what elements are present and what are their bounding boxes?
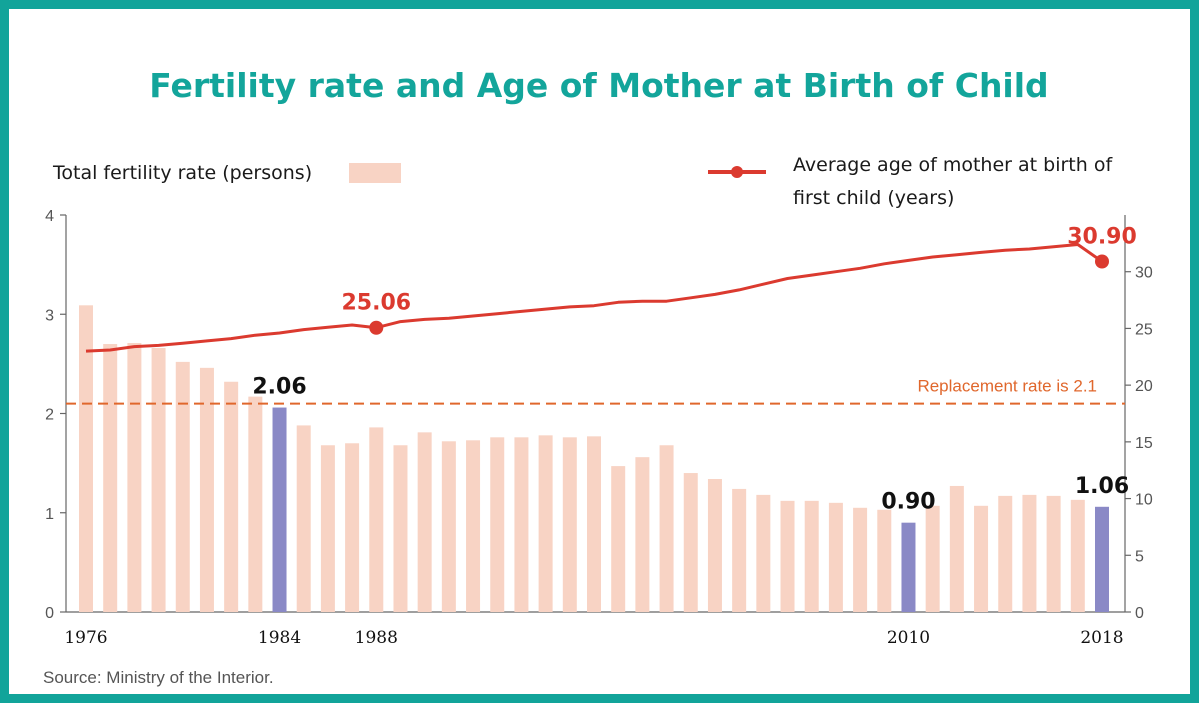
bar xyxy=(1022,494,1037,612)
bar-annotation: 2.06 xyxy=(252,375,306,400)
bar xyxy=(1095,506,1109,612)
bar xyxy=(103,344,118,612)
bar xyxy=(925,505,940,612)
replacement-label: Replacement rate is 2.1 xyxy=(917,377,1097,396)
bar xyxy=(732,488,747,612)
y-right-tick-label: 15 xyxy=(1135,435,1153,452)
bar xyxy=(780,500,795,612)
x-tick-label: 2018 xyxy=(1080,628,1123,648)
x-tick-label: 1984 xyxy=(258,628,301,648)
annotations: 2.06 0.90 1.06 25.06 30.90 xyxy=(252,225,1136,515)
bar xyxy=(538,435,553,612)
y-right-tick-label: 5 xyxy=(1135,548,1144,565)
bar xyxy=(635,457,650,612)
bar xyxy=(417,432,432,612)
bar xyxy=(1070,499,1085,612)
bar xyxy=(949,485,964,612)
bar xyxy=(998,495,1013,612)
y-left-tick-label: 2 xyxy=(45,407,54,424)
bar xyxy=(79,305,93,612)
x-tick-label: 1988 xyxy=(355,628,398,648)
bar xyxy=(466,440,481,612)
y-left-tick-label: 1 xyxy=(45,506,54,523)
bar xyxy=(901,522,916,612)
legend-bar-label: Total fertility rate (persons) xyxy=(52,162,312,184)
bar xyxy=(707,479,722,612)
bar xyxy=(611,466,626,612)
bar xyxy=(393,445,408,612)
bar xyxy=(756,494,771,612)
line-point-marker xyxy=(1095,254,1109,269)
source-note: Source: Ministry of the Interior. xyxy=(43,668,274,687)
bar xyxy=(853,507,868,612)
bar xyxy=(828,502,843,612)
bar xyxy=(345,443,360,612)
bar xyxy=(296,425,311,612)
bar xyxy=(974,505,989,612)
bar xyxy=(151,347,166,612)
bar xyxy=(369,427,384,612)
line-annotation: 30.90 xyxy=(1067,225,1137,250)
bar xyxy=(490,437,505,612)
legend-line-marker xyxy=(731,166,743,178)
y-right-tick-label: 20 xyxy=(1135,378,1153,395)
bar xyxy=(272,407,287,612)
chart-title: Fertility rate and Age of Mother at Birt… xyxy=(149,66,1048,105)
line-annotation: 25.06 xyxy=(341,291,411,316)
replacement-rate-line: Replacement rate is 2.1 xyxy=(66,377,1125,405)
bar xyxy=(320,445,335,612)
legend-line-label-1: Average age of mother at birth of xyxy=(793,154,1113,176)
age-line-series xyxy=(85,243,1103,353)
legend-bar-swatch xyxy=(349,163,401,183)
y-right-tick-label: 10 xyxy=(1135,492,1153,509)
bar xyxy=(199,367,214,612)
y-right-tick-label: 0 xyxy=(1135,605,1144,622)
x-tick-label: 1976 xyxy=(64,628,107,648)
bar xyxy=(804,500,819,612)
bar xyxy=(877,509,892,612)
age-line xyxy=(85,243,1103,353)
legend-line-label-2: first child (years) xyxy=(793,187,954,209)
bar xyxy=(441,441,456,612)
bar xyxy=(224,381,239,612)
bar xyxy=(175,361,190,612)
y-left-tick-label: 0 xyxy=(45,605,54,622)
x-tick-label: 2010 xyxy=(887,628,930,648)
bar xyxy=(127,343,142,612)
y-right-tick-label: 25 xyxy=(1135,321,1153,338)
bar-annotation: 1.06 xyxy=(1075,474,1129,499)
bar xyxy=(683,473,698,612)
bar xyxy=(562,437,577,612)
y-left-tick-label: 3 xyxy=(45,307,54,324)
bar xyxy=(587,436,601,612)
y-left-tick-label: 4 xyxy=(45,208,54,225)
bar xyxy=(659,445,674,612)
axes: 0 1 2 3 4 0 5 10 15 20 25 30 1976 1984 1988 2010 2018 xyxy=(45,208,1153,648)
bar xyxy=(1046,495,1061,612)
y-right-tick-label: 30 xyxy=(1135,265,1153,282)
bar-series xyxy=(79,305,1109,612)
bar xyxy=(514,437,529,612)
bar xyxy=(248,396,263,612)
line-point-marker xyxy=(369,320,384,335)
bar-annotation: 0.90 xyxy=(881,490,935,515)
